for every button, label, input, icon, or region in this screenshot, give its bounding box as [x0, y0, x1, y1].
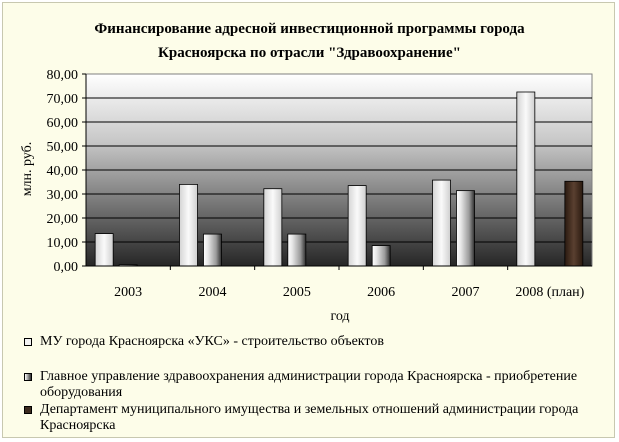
- chart-title: Финансирование адресной инвестиционной п…: [0, 17, 619, 65]
- bar-2004-series-1: [179, 183, 198, 267]
- bar-2008-series-3: [564, 180, 584, 267]
- y-tick-label: 0,00: [54, 260, 79, 275]
- y-tick-label: 80,00: [47, 68, 79, 83]
- y-tick-label: 20,00: [47, 212, 79, 227]
- y-tick-label: 50,00: [47, 140, 79, 155]
- x-tick-label: 2003: [114, 285, 142, 300]
- bar-2006-series-1: [347, 185, 367, 267]
- x-tick-label: 2005: [283, 285, 311, 300]
- x-tick-label: 2006: [367, 285, 395, 300]
- bar-2007-series-2: [456, 190, 475, 267]
- legend-swatch-uks: [24, 338, 32, 346]
- legend-swatch-health: [24, 373, 32, 381]
- y-axis-ticks: 0,00 10,00 20,00 30,00 40,00 50,00 60,00 70,00 8…: [47, 68, 86, 275]
- legend-label-property: Департамент муниципального имущества и з…: [40, 402, 579, 433]
- x-axis-ticks: 2003 2004 2005 2006 2007 2008 (план): [114, 266, 585, 300]
- bar-2006-series-2: [371, 245, 391, 267]
- bar-2005-series-1: [263, 188, 283, 267]
- bar-2005-series-2: [287, 233, 307, 267]
- x-tick-label: 2007: [452, 285, 480, 300]
- bar-2007-series-1: [432, 179, 451, 267]
- gridlines: [86, 97, 592, 243]
- bar-2008-series-1: [516, 91, 536, 267]
- y-tick-label: 10,00: [47, 236, 79, 251]
- legend-label-health: Главное управление здравоохранения админ…: [40, 369, 578, 400]
- legend-label-uks: МУ города Красноярска «УКС» - строительс…: [40, 334, 384, 349]
- legend-swatch-property: [24, 406, 32, 414]
- y-tick-label: 70,00: [47, 92, 79, 107]
- y-axis-title: млн. руб.: [20, 141, 35, 197]
- y-tick-label: 30,00: [47, 188, 79, 203]
- x-tick-label: 2008 (план): [515, 285, 584, 300]
- chart-title-line-1: Финансирование адресной инвестиционной п…: [94, 21, 525, 37]
- chart-title-line-2: Красноярска по отрасли "Здравоохранение": [158, 45, 461, 61]
- y-tick-label: 60,00: [47, 116, 79, 131]
- x-axis-title: год: [330, 309, 350, 324]
- bar-2004-series-2: [203, 233, 222, 267]
- x-tick-label: 2004: [199, 285, 227, 300]
- y-tick-label: 40,00: [47, 164, 79, 179]
- bar-2003-series-1: [94, 233, 114, 267]
